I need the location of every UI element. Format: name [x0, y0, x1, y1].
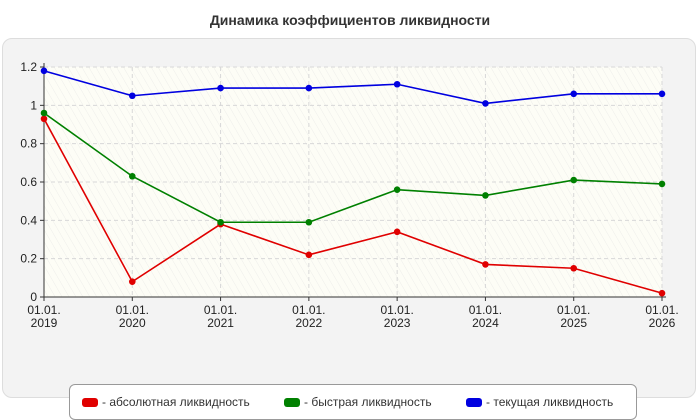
chart-legend: - абсолютная ликвидность - быстрая ликви… — [69, 384, 637, 420]
series-1-point — [482, 192, 489, 199]
series-1-point — [570, 176, 578, 184]
y-tick-label: 0.6 — [20, 175, 37, 189]
x-tick-label: 01.01. 2020 — [116, 303, 149, 330]
series-0-point — [482, 261, 489, 268]
series-2-point — [570, 90, 578, 98]
series-2-point — [40, 67, 48, 75]
series-1-point — [305, 218, 313, 226]
legend-swatch-absolute — [82, 397, 98, 407]
series-0-point — [393, 228, 401, 236]
x-tick-label: 01.01. 2024 — [469, 303, 502, 330]
x-tick-label: 01.01. 2025 — [557, 303, 590, 330]
series-1-point — [40, 109, 48, 117]
series-0-point — [128, 278, 136, 285]
series-line-2 — [43, 70, 662, 105]
legend-label-quick: - быстрая ликвидность — [304, 395, 432, 409]
series-1-point — [658, 180, 666, 188]
series-2-point — [128, 92, 136, 100]
legend-label-absolute: - абсолютная ликвидность — [102, 395, 250, 409]
series-0-point — [305, 251, 313, 259]
y-tick-label: 0 — [30, 290, 37, 304]
series-2-point — [393, 80, 401, 88]
series-2-point — [658, 90, 666, 98]
series-0-point — [40, 115, 48, 123]
x-tick-label: 01.01. 2021 — [204, 303, 237, 330]
series-0-point — [570, 264, 578, 272]
x-tick-label: 01.01. 2019 — [27, 303, 60, 330]
y-tick-label: 1.2 — [20, 60, 37, 74]
series-line-0 — [43, 118, 663, 294]
y-tick-label: 1 — [30, 98, 37, 112]
legend-item-quick: - быстрая ликвидность — [284, 385, 432, 419]
line-chart: 0 0.2 0.4 0.6 0.8 1 1.2 01.01. 2019 01.01. 2020 01.… — [20, 60, 678, 330]
x-tick-label: 01.01. 2023 — [380, 303, 413, 330]
series-1-point — [217, 218, 224, 226]
legend-swatch-quick — [284, 397, 300, 407]
chart-title: Динамика коэффициентов ликвидности — [209, 12, 491, 28]
x-tick-label: 01.01. 2026 — [645, 303, 678, 330]
series-1-point — [128, 172, 136, 180]
legend-label-current: - текущая ликвидность — [486, 395, 614, 409]
legend-item-current: - текущая ликвидность — [466, 385, 613, 419]
series-2-point — [217, 84, 224, 92]
series-2-point — [482, 100, 489, 107]
series-2-point — [305, 84, 313, 92]
legend-item-absolute: - абсолютная ликвидность — [82, 385, 250, 419]
legend-swatch-current — [466, 397, 482, 407]
series-1-point — [393, 186, 401, 193]
x-tick-label: 01.01. 2022 — [292, 303, 325, 330]
y-tick-label: 0.2 — [20, 252, 37, 266]
series-line-1 — [43, 112, 663, 224]
y-tick-label: 0.8 — [20, 137, 37, 151]
series-0-point — [658, 289, 666, 297]
chart-panel: 0 0.2 0.4 0.6 0.8 1 1.2 01.01. 2019 01.01. 2020 01.… — [2, 38, 696, 420]
y-tick-label: 0.4 — [20, 213, 37, 227]
